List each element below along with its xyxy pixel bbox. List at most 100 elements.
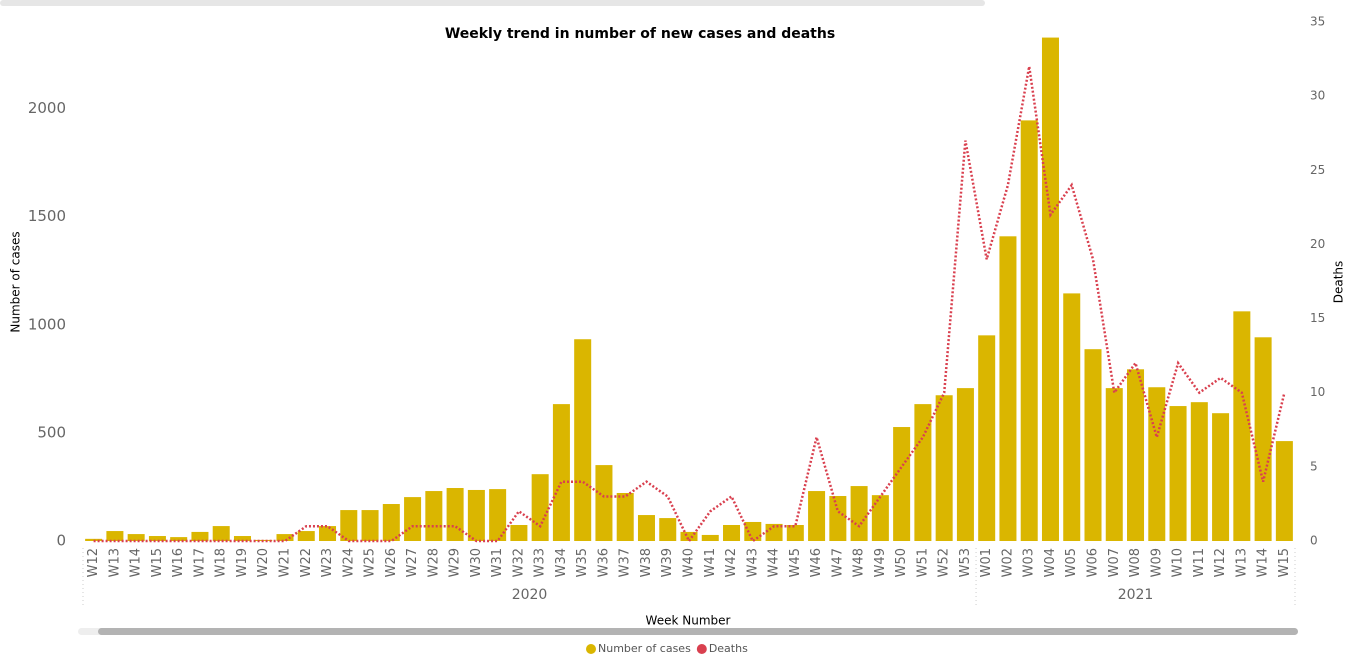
x-tick-label: W31 (490, 548, 505, 577)
x-tick-label: W37 (618, 548, 633, 577)
chart-title: Weekly trend in number of new cases and … (445, 26, 835, 42)
bar (808, 491, 826, 541)
bar (574, 339, 592, 541)
x-tick-label: W19 (235, 548, 250, 577)
x-tick-label: W07 (1107, 548, 1122, 577)
y2-axis-title: Deaths (1332, 261, 1346, 304)
x-tick-label: W08 (1128, 548, 1143, 577)
bar (744, 521, 762, 541)
bar (701, 534, 719, 541)
bar (467, 489, 485, 541)
bar (616, 492, 634, 541)
y-tick-label: 2000 (28, 99, 66, 117)
legend-marker (696, 644, 707, 654)
bar (1190, 402, 1208, 541)
y2-tick-label: 20 (1310, 237, 1325, 251)
bar (382, 504, 400, 541)
x-tick-label: W46 (809, 548, 824, 577)
y-axis-title: Number of cases (9, 231, 23, 332)
legend-label: Number of cases (598, 642, 691, 654)
bar (850, 486, 868, 541)
x-tick-label: W10 (1171, 548, 1186, 577)
bar (319, 526, 337, 541)
bar (233, 536, 251, 541)
bar (340, 510, 358, 541)
y-tick-label: 0 (56, 532, 66, 550)
bar (297, 531, 315, 541)
bar (1212, 413, 1230, 541)
x-tick-label: W01 (979, 548, 994, 577)
x-tick-label: W52 (937, 548, 952, 577)
bar (659, 518, 677, 541)
y-tick-label: 1000 (28, 315, 66, 333)
x-tick-label: W40 (682, 548, 697, 577)
y-tick-label: 500 (37, 423, 66, 441)
bar (212, 526, 230, 541)
bar (680, 531, 698, 541)
bar (1233, 311, 1251, 541)
bar (1063, 293, 1081, 541)
top-scrollbar (0, 0, 985, 6)
x-tick-label: W18 (214, 548, 229, 577)
y2-tick-label: 0 (1310, 534, 1318, 548)
bar (170, 537, 188, 541)
bar (255, 539, 273, 541)
y2-tick-label: 30 (1310, 89, 1325, 103)
x-tick-label: W23 (320, 548, 335, 577)
bar (1127, 369, 1145, 541)
x-tick-label: W36 (596, 548, 611, 577)
x-tick-label: W47 (830, 548, 845, 577)
x-tick-label: W28 (426, 548, 441, 577)
x-tick-label: W11 (1192, 548, 1207, 577)
bar (786, 524, 804, 541)
x-tick-label: W43 (745, 548, 760, 577)
bar (191, 531, 209, 541)
x-tick-label: W04 (1043, 548, 1058, 577)
x-tick-label: W21 (278, 548, 293, 577)
bar (489, 489, 507, 541)
x-tick-label: W13 (107, 548, 122, 577)
bar (404, 497, 422, 541)
x-tick-label: W53 (958, 548, 973, 577)
bar (127, 534, 145, 541)
x-group-label: 2021 (1118, 587, 1154, 603)
x-tick-label: W20 (256, 548, 271, 577)
bar (531, 474, 549, 541)
bar (1275, 441, 1293, 541)
x-group-label: 2020 (512, 587, 548, 603)
x-tick-label: W22 (299, 548, 314, 577)
bar (893, 427, 911, 541)
bar (446, 488, 464, 541)
bar (829, 496, 847, 541)
bar (1084, 349, 1102, 541)
bar (361, 510, 379, 541)
legend-marker (586, 644, 596, 654)
x-tick-label: W41 (703, 548, 718, 577)
x-tick-label: W39 (660, 548, 675, 577)
x-tick-label: W15 (150, 548, 165, 577)
x-tick-label: W24 (341, 548, 356, 577)
x-tick-label: W12 (1213, 548, 1228, 577)
bar (276, 534, 294, 541)
legend-label: Deaths (709, 642, 748, 654)
bar (978, 335, 996, 541)
x-tick-label: W32 (511, 548, 526, 577)
y2-tick-label: 5 (1310, 459, 1318, 473)
bar (914, 404, 932, 541)
line (93, 66, 1286, 544)
x-tick-label: W25 (363, 548, 378, 577)
x-tick-label: W09 (1149, 548, 1164, 577)
x-tick-label: W26 (384, 548, 399, 577)
bar (637, 515, 655, 541)
x-tick-label: W15 (1277, 548, 1292, 577)
x-tick-label: W34 (554, 548, 569, 577)
x-tick-label: W42 (724, 548, 739, 577)
bar (1020, 120, 1038, 542)
x-tick-label: W44 (767, 548, 782, 577)
bar (935, 395, 953, 541)
bar (871, 495, 889, 541)
scroll-thumb[interactable] (98, 628, 1298, 635)
x-tick-label: W48 (852, 548, 867, 577)
bar (1148, 387, 1166, 541)
